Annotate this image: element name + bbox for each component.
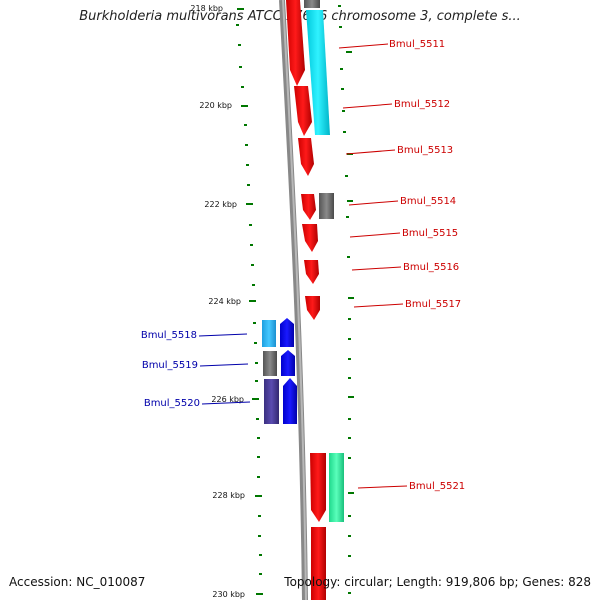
gene-block-gray [304,0,320,8]
tick-label: 226 kbp [211,395,244,404]
major-tick [256,593,263,595]
gene-block-gray [319,193,334,219]
major-tick [241,105,248,107]
topology-summary: Topology: circular; Length: 919,806 bp; … [284,575,591,589]
forward-genes[interactable] [286,0,326,600]
gene-label: Bmul_5515 [402,228,458,239]
gene-Bmul_5515 [302,224,318,252]
gene-Bmul_5516 [304,260,319,284]
gene-label: Bmul_5514 [400,196,456,207]
major-tick [249,300,256,302]
gene-Bmul_5519 [263,351,277,376]
leader-line [353,303,404,308]
gene-label: Bmul_5511 [389,39,445,50]
gene-reverse-arrow [283,378,297,424]
leader-line [351,266,402,271]
tick-label: 222 kbp [204,200,237,209]
gene-label: Bmul_5518 [141,330,197,341]
gene-Bmul_5511 [286,0,305,86]
tick-label: 228 kbp [212,491,245,500]
gene-Bmul_5520 [264,379,279,424]
gene-Bmul_5518 [262,320,276,347]
gene-Bmul_5513 [298,138,314,176]
major-tick [246,203,253,205]
tick-label: 220 kbp [199,101,232,110]
gene-label: Bmul_5520 [144,398,200,409]
gene-block-green [329,453,344,522]
accession-label: Accession: NC_010087 [9,575,146,589]
leader-line [357,485,408,489]
leader-line [348,200,399,206]
scale-ruler: 218 kbp 220 kbp 222 kbp 224 kbp 226 kbp … [190,4,354,599]
leader-line [198,333,248,337]
gene-label: Bmul_5512 [394,99,450,110]
major-tick [255,495,262,497]
leader-line [342,103,393,109]
gene-label: Bmul_5519 [142,360,198,371]
tick-label: 218 kbp [190,4,223,13]
leader-line [345,149,396,155]
gene-Bmul_5521 [310,453,326,522]
leader-line [201,401,251,405]
gene-label: Bmul_5517 [405,299,461,310]
reverse-genes[interactable] [280,318,297,424]
tick-marks [236,5,351,594]
gene-reverse-arrow [281,350,295,376]
tick-label: 230 kbp [212,590,245,599]
major-tick [237,8,244,10]
gene-label: Bmul_5521 [409,481,465,492]
gene-block-cyan [306,10,330,135]
gene-Bmul_5517 [305,296,320,320]
right-gene-labels[interactable]: Bmul_5511 Bmul_5512 Bmul_5513 Bmul_5514 … [338,39,465,492]
tick-label: 224 kbp [208,297,241,306]
gene-Bmul_5514 [301,194,316,220]
gene-label: Bmul_5516 [403,262,459,273]
gene-reverse-arrow [280,318,294,347]
major-tick [252,398,259,400]
gene-Bmul_5512 [294,86,312,136]
leader-line [338,43,389,49]
leader-line [349,232,401,238]
gene-red-bottom [311,527,326,600]
gene-label: Bmul_5513 [397,145,453,156]
left-gene-labels[interactable]: Bmul_5518 Bmul_5519 Bmul_5520 [141,330,251,409]
leader-line [199,363,249,367]
